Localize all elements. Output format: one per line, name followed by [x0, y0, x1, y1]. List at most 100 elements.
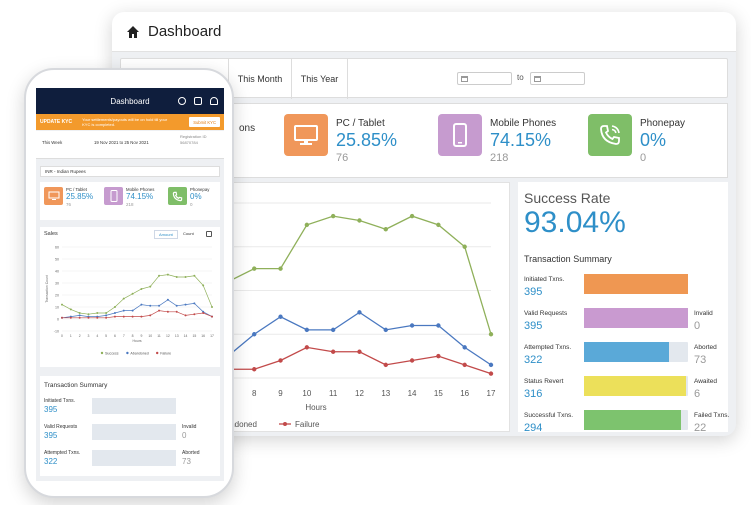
- data-point: [383, 327, 388, 333]
- data-point: [140, 303, 143, 306]
- data-point: [278, 314, 283, 319]
- monitor-icon: [44, 187, 63, 205]
- period-select[interactable]: This Week: [42, 140, 63, 145]
- data-point: [193, 302, 196, 305]
- legend-label: Abandoned: [130, 351, 148, 355]
- pc-tablet-icon-box: [284, 114, 328, 156]
- data-point: [436, 222, 441, 228]
- sales-tab-count[interactable]: Count: [183, 231, 194, 236]
- phone-transaction-summary: Transaction Summary Initiated Txns. 395 Va…: [40, 376, 220, 476]
- data-point: [122, 297, 125, 300]
- data-point: [113, 315, 116, 318]
- data-point: [158, 309, 161, 312]
- success-rate-label: Success Rate: [524, 190, 611, 206]
- x-tick-label: 7: [123, 334, 125, 338]
- qr-scan-icon[interactable]: [194, 97, 202, 105]
- kyc-banner: UPDATE KYC Your settlements/payouts will…: [36, 114, 224, 130]
- data-point: [409, 323, 415, 328]
- smartphone-icon: [453, 123, 467, 147]
- summary-value: 395: [44, 405, 58, 414]
- summary-value: 316: [524, 388, 543, 400]
- summary-label: Attempted Txns.: [44, 450, 81, 456]
- summary-right-label: Invalid: [694, 310, 713, 317]
- data-point: [131, 315, 134, 318]
- x-tick-label: 6: [114, 334, 116, 338]
- data-point: [105, 312, 108, 314]
- data-point: [175, 276, 178, 278]
- data-point: [184, 276, 187, 278]
- date-range-input[interactable]: 19 Nov 2021 to 25 Nov 2021: [94, 140, 149, 145]
- data-point: [330, 349, 336, 354]
- data-point: [409, 213, 415, 219]
- x-tick-label: 1: [70, 334, 72, 338]
- calendar-icon: [534, 75, 541, 82]
- data-point: [409, 358, 415, 363]
- data-point: [330, 327, 336, 333]
- summary-label: Successful Txns.: [524, 412, 574, 419]
- data-point: [462, 345, 467, 350]
- phone-call-icon: [600, 125, 620, 145]
- legend-label: Success: [105, 351, 119, 355]
- data-point: [462, 244, 467, 249]
- expand-icon[interactable]: [206, 231, 212, 237]
- data-point: [462, 362, 467, 368]
- data-point: [78, 316, 81, 319]
- transaction-summary-title: Transaction Summary: [524, 254, 612, 264]
- y-tick-label: 10: [55, 306, 59, 310]
- summary-right-label: Aborted: [694, 344, 717, 351]
- phone-screen: Dashboard UPDATE KYC Your settlements/pa…: [36, 88, 224, 481]
- home-icon[interactable]: [126, 25, 140, 39]
- phone-filters: This Week 19 Nov 2021 to 25 Nov 2021 Reg…: [36, 131, 224, 159]
- filter-tab-week[interactable]: [121, 59, 229, 99]
- card-count: 218: [490, 152, 509, 164]
- x-tick-label: 8: [252, 389, 257, 398]
- x-tick-label: 11: [329, 389, 338, 398]
- data-point: [304, 345, 310, 350]
- transaction-summary-title: Transaction Summary: [44, 382, 108, 389]
- data-point: [278, 358, 283, 363]
- x-tick-label: 4: [96, 334, 98, 338]
- summary-label: Status Revert: [524, 378, 564, 385]
- data-point: [166, 273, 169, 276]
- data-point: [113, 306, 116, 308]
- x-tick-label: 15: [434, 389, 443, 398]
- legend-label: Abandoned: [216, 420, 257, 429]
- summary-label: Initiated Txns.: [524, 276, 565, 283]
- card-count: 0: [190, 202, 193, 207]
- y-tick-label: 50: [55, 258, 59, 262]
- summary-bar-fill: [584, 342, 669, 362]
- headset-icon[interactable]: [178, 97, 186, 105]
- data-point: [140, 315, 143, 318]
- x-tick-label: 10: [148, 334, 152, 338]
- data-point: [61, 316, 63, 319]
- data-point: [202, 312, 205, 314]
- x-tick-label: 15: [192, 334, 196, 338]
- data-point: [488, 332, 494, 337]
- data-point: [122, 309, 125, 312]
- summary-row: Valid Requests 395 Invalid 0: [44, 424, 214, 446]
- data-point: [175, 304, 178, 307]
- submit-kyc-button[interactable]: Submit KYC: [189, 117, 220, 127]
- legend-label: Failure: [295, 420, 320, 429]
- card-label: Phonepay: [640, 118, 686, 129]
- data-point: [69, 316, 72, 319]
- data-point: [193, 313, 196, 316]
- kyc-message: Your settlements/payouts will be on hold…: [82, 117, 168, 127]
- summary-right-value: 6: [694, 388, 701, 400]
- end-date-input[interactable]: [530, 72, 585, 85]
- bell-icon[interactable]: [210, 97, 218, 105]
- currency-select[interactable]: INR - Indian Rupees: [40, 166, 220, 177]
- start-date-input[interactable]: [457, 72, 512, 85]
- data-point: [304, 327, 310, 333]
- sales-tab-amount[interactable]: Amount: [154, 230, 178, 239]
- summary-row: Status Revert 316 Awaited 6: [524, 374, 724, 408]
- x-axis-title: Hours: [305, 403, 326, 412]
- partial-card-label: ons: [239, 123, 256, 134]
- filter-tab-this-year[interactable]: This Year: [292, 59, 348, 99]
- legend-marker: [100, 351, 104, 355]
- data-point: [78, 312, 81, 314]
- data-point: [175, 310, 178, 313]
- filter-tab-this-month[interactable]: This Month: [229, 59, 292, 99]
